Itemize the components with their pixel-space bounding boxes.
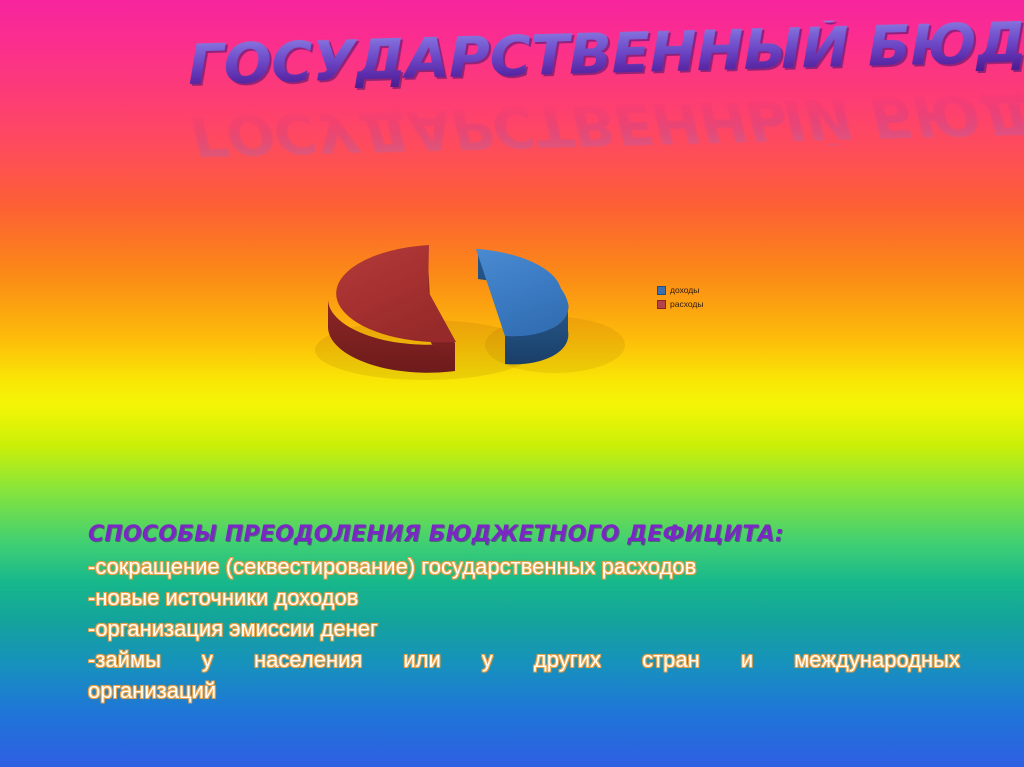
legend-label-expenses: расходы (670, 299, 704, 309)
content-heading: СПОСОБЫ ПРЕОДОЛЕНИЯ БЮДЖЕТНОГО ДЕФИЦИТА: (88, 522, 784, 547)
pie-slice-income (476, 249, 569, 365)
pie-chart: доходы расходы (300, 215, 730, 390)
bullet-item-1: -сокращение (секвестирование) государств… (88, 554, 697, 579)
legend-swatch-blue-icon (657, 285, 666, 295)
bullet-item-2: -новые источники доходов (88, 585, 359, 610)
bullet-item-4-line-1: -займы у населения или у других стран и … (88, 647, 960, 672)
legend-item-expenses: расходы (657, 297, 703, 311)
pie-chart-graphic (315, 245, 625, 380)
bullet-item-4-line-2: организаций (88, 678, 217, 703)
page-title-reflection: ГОСУДАРСТВЕННЫЙ БЮДЖЕТ (190, 77, 1024, 168)
chart-legend: доходы расходы (657, 283, 703, 311)
legend-item-income: доходы (657, 283, 703, 297)
page-title: ГОСУДАРСТВЕННЫЙ БЮДЖЕТ (187, 6, 1024, 97)
bullet-item-3: -организация эмиссии денег (88, 616, 379, 641)
pie-slice-expenses (328, 245, 456, 373)
content-block: СПОСОБЫ ПРЕОДОЛЕНИЯ БЮДЖЕТНОГО ДЕФИЦИТА:… (88, 522, 960, 706)
bullet-item-4: -займы у населения или у других стран и … (88, 644, 960, 706)
slide-title-block: ГОСУДАРСТВЕННЫЙ БЮДЖЕТ ГОСУДАРСТВЕННЫЙ Б… (187, 6, 1024, 168)
legend-swatch-red-icon (657, 299, 666, 309)
legend-label-income: доходы (670, 285, 700, 295)
